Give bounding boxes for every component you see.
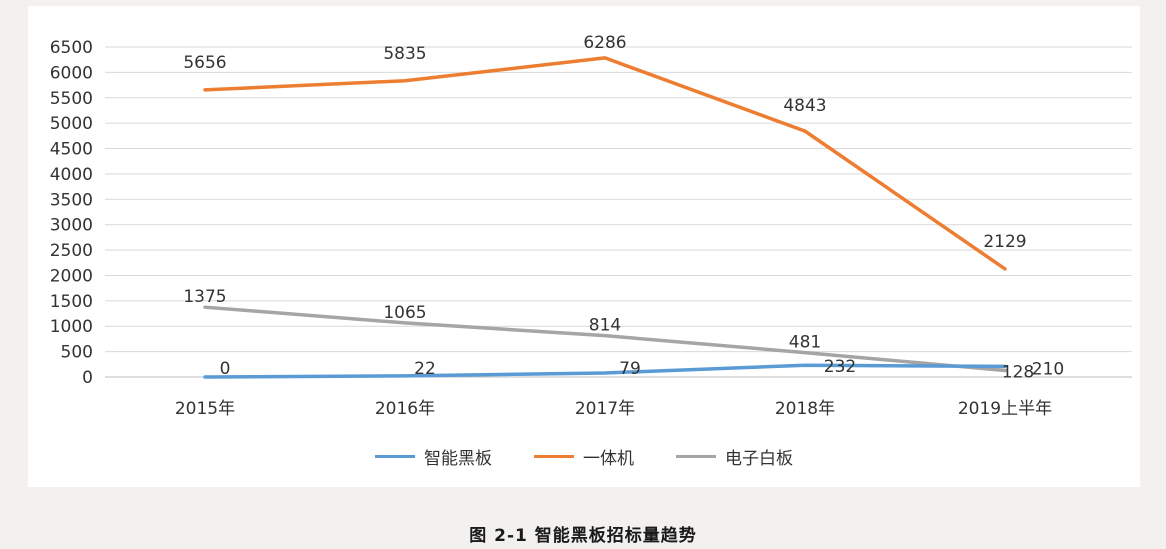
x-tick-label: 2018年 <box>775 399 835 419</box>
data-label: 210 <box>1032 359 1064 379</box>
y-tick-label: 1000 <box>50 317 93 337</box>
legend-label: 智能黑板 <box>424 449 492 469</box>
y-tick-label: 500 <box>61 343 93 363</box>
series-line-智能黑板 <box>203 363 1007 379</box>
data-label: 0 <box>220 359 231 379</box>
legend-label: 电子白板 <box>725 449 793 469</box>
data-label: 5835 <box>383 44 426 64</box>
legend-swatch <box>676 455 716 458</box>
series-line-一体机 <box>203 56 1007 271</box>
y-tick-label: 5500 <box>50 89 93 109</box>
chart-card: 0 500 1000 1500 2000 2500 3000 3500 4000 4500 5000… <box>28 6 1140 487</box>
data-label: 1065 <box>383 303 426 323</box>
x-tick-label: 2017年 <box>575 399 635 419</box>
data-label: 128 <box>1002 363 1034 383</box>
y-tick-label: 2500 <box>50 241 93 261</box>
x-tick-label: 2015年 <box>175 399 235 419</box>
legend-item-电子白板: 电子白板 <box>676 444 793 469</box>
y-tick-label: 6000 <box>50 63 93 83</box>
figure-caption: 图 2-1 智能黑板招标量趋势 <box>469 526 697 546</box>
y-tick-label: 3000 <box>50 216 93 236</box>
data-label: 22 <box>414 359 436 379</box>
legend-swatch <box>375 455 415 458</box>
y-tick-label: 5000 <box>50 114 93 134</box>
y-tick-label: 2000 <box>50 266 93 286</box>
legend-item-一体机: 一体机 <box>534 444 634 469</box>
data-label: 232 <box>824 357 856 377</box>
y-tick-label: 0 <box>82 368 93 388</box>
data-label: 2129 <box>983 232 1026 252</box>
legend-swatch <box>534 455 574 458</box>
x-tick-label: 2019上半年 <box>958 399 1052 419</box>
data-label: 1375 <box>183 287 226 307</box>
data-label: 5656 <box>183 53 226 73</box>
y-tick-label: 1500 <box>50 292 93 312</box>
data-label: 79 <box>619 359 641 379</box>
data-label: 6286 <box>583 33 626 53</box>
data-label: 481 <box>789 333 821 353</box>
line-chart: 0 500 1000 1500 2000 2500 3000 3500 4000 4500 5000… <box>50 33 1132 419</box>
legend-item-智能黑板: 智能黑板 <box>375 444 492 469</box>
y-tick-label: 4000 <box>50 165 93 185</box>
legend-label: 一体机 <box>583 449 634 469</box>
data-label: 4843 <box>783 96 826 116</box>
y-tick-label: 4500 <box>50 140 93 160</box>
chart-legend: 智能黑板 一体机 电子白板 <box>28 444 1140 469</box>
data-label: 814 <box>589 316 621 336</box>
x-tick-label: 2016年 <box>375 399 435 419</box>
y-tick-label: 3500 <box>50 190 93 210</box>
y-tick-label: 6500 <box>50 38 93 58</box>
series-line-电子白板 <box>203 305 1007 373</box>
